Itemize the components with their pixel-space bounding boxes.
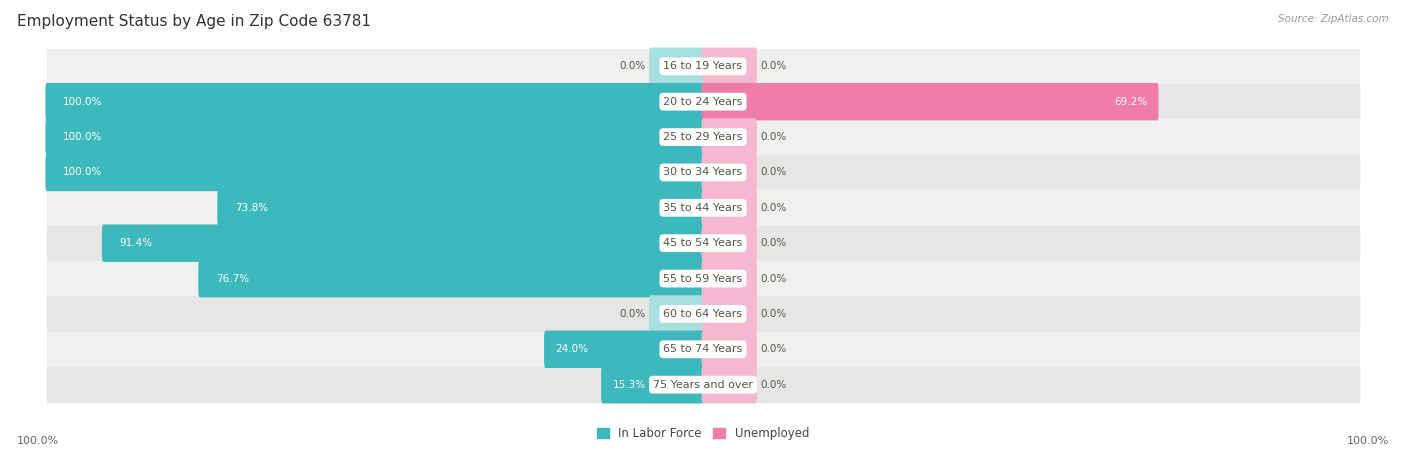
FancyBboxPatch shape (650, 295, 704, 333)
Text: 100.0%: 100.0% (17, 437, 59, 446)
Bar (46, 120, 1360, 155)
Text: 0.0%: 0.0% (761, 203, 787, 213)
Text: 76.7%: 76.7% (217, 274, 249, 284)
Text: 15.3%: 15.3% (613, 380, 645, 390)
Text: 73.8%: 73.8% (235, 203, 269, 213)
Bar (46, 155, 1360, 190)
FancyBboxPatch shape (218, 189, 704, 226)
Bar (46, 226, 1360, 261)
Text: 30 to 34 Years: 30 to 34 Years (664, 167, 742, 177)
Text: 25 to 29 Years: 25 to 29 Years (664, 132, 742, 142)
FancyBboxPatch shape (702, 295, 756, 333)
Text: Employment Status by Age in Zip Code 63781: Employment Status by Age in Zip Code 637… (17, 14, 371, 28)
Bar (46, 296, 1360, 331)
FancyBboxPatch shape (702, 225, 756, 262)
Text: 69.2%: 69.2% (1114, 97, 1147, 107)
Text: 24.0%: 24.0% (555, 344, 588, 354)
Text: Source: ZipAtlas.com: Source: ZipAtlas.com (1278, 14, 1389, 23)
Text: 20 to 24 Years: 20 to 24 Years (664, 97, 742, 107)
FancyBboxPatch shape (45, 154, 704, 191)
FancyBboxPatch shape (702, 118, 756, 156)
Text: 0.0%: 0.0% (761, 309, 787, 319)
Text: 60 to 64 Years: 60 to 64 Years (664, 309, 742, 319)
FancyBboxPatch shape (702, 260, 756, 297)
FancyBboxPatch shape (702, 154, 756, 191)
FancyBboxPatch shape (101, 225, 704, 262)
Bar (46, 190, 1360, 226)
FancyBboxPatch shape (702, 366, 756, 404)
FancyBboxPatch shape (702, 83, 1159, 120)
Text: 75 Years and over: 75 Years and over (652, 380, 754, 390)
FancyBboxPatch shape (702, 189, 756, 226)
Text: 100.0%: 100.0% (1347, 437, 1389, 446)
Text: 0.0%: 0.0% (761, 274, 787, 284)
FancyBboxPatch shape (702, 47, 756, 85)
FancyBboxPatch shape (650, 47, 704, 85)
Text: 0.0%: 0.0% (761, 61, 787, 71)
Bar (46, 331, 1360, 367)
FancyBboxPatch shape (544, 331, 704, 368)
FancyBboxPatch shape (45, 83, 704, 120)
Text: 91.4%: 91.4% (120, 238, 153, 248)
Text: 0.0%: 0.0% (761, 344, 787, 354)
Text: 0.0%: 0.0% (619, 61, 645, 71)
Text: 65 to 74 Years: 65 to 74 Years (664, 344, 742, 354)
Bar (46, 261, 1360, 296)
Text: 100.0%: 100.0% (63, 97, 103, 107)
FancyBboxPatch shape (702, 331, 756, 368)
Legend: In Labor Force, Unemployed: In Labor Force, Unemployed (598, 427, 808, 440)
Text: 0.0%: 0.0% (761, 167, 787, 177)
FancyBboxPatch shape (602, 366, 704, 404)
Text: 35 to 44 Years: 35 to 44 Years (664, 203, 742, 213)
FancyBboxPatch shape (45, 118, 704, 156)
FancyBboxPatch shape (198, 260, 704, 297)
Text: 100.0%: 100.0% (63, 132, 103, 142)
Bar (46, 84, 1360, 120)
Text: 100.0%: 100.0% (63, 167, 103, 177)
Text: 0.0%: 0.0% (761, 238, 787, 248)
Text: 0.0%: 0.0% (761, 132, 787, 142)
Text: 0.0%: 0.0% (619, 309, 645, 319)
Text: 0.0%: 0.0% (761, 380, 787, 390)
Text: 55 to 59 Years: 55 to 59 Years (664, 274, 742, 284)
Text: 16 to 19 Years: 16 to 19 Years (664, 61, 742, 71)
Bar (46, 49, 1360, 84)
Text: 45 to 54 Years: 45 to 54 Years (664, 238, 742, 248)
Bar (46, 367, 1360, 402)
